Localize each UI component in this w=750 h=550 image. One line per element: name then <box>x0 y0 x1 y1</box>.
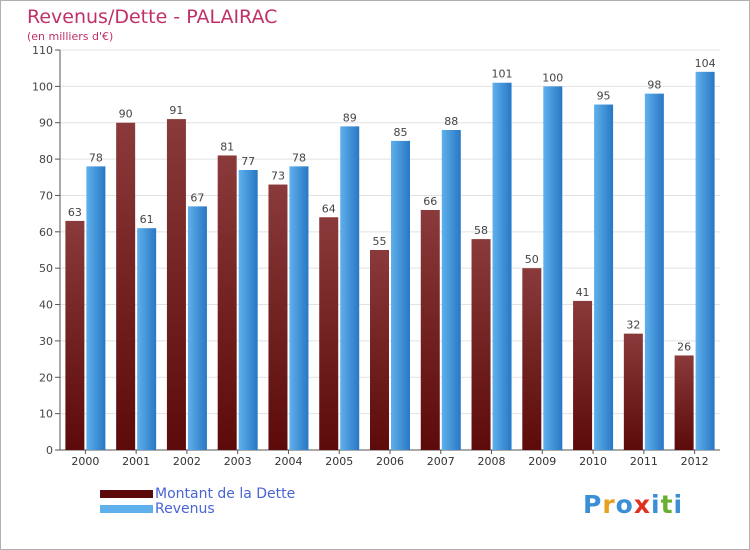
chart-title: Revenus/Dette - PALAIRAC <box>27 6 278 28</box>
data-label-revenue: 104 <box>695 57 716 70</box>
data-label-revenue: 78 <box>89 151 103 164</box>
bar-debt <box>166 119 186 450</box>
data-label-debt: 41 <box>576 286 590 299</box>
x-tick-label: 2000 <box>71 455 99 468</box>
bar-revenue <box>441 130 461 450</box>
data-label-debt: 66 <box>423 195 437 208</box>
x-tick-label: 2010 <box>579 455 607 468</box>
bar-revenue <box>137 228 157 450</box>
y-tick-label: 30 <box>39 335 53 348</box>
y-tick-label: 10 <box>39 408 53 421</box>
bar-revenue <box>289 166 309 450</box>
legend-label-debt: Montant de la Dette <box>155 486 296 502</box>
data-label-debt: 64 <box>322 202 336 215</box>
data-label-debt: 32 <box>626 319 640 332</box>
y-tick-label: 80 <box>39 153 53 166</box>
y-tick-label: 100 <box>32 80 53 93</box>
data-label-revenue: 85 <box>394 126 408 139</box>
bar-revenue <box>391 140 410 450</box>
logo-letter: x <box>633 490 651 519</box>
x-tick-label: 2004 <box>274 455 302 468</box>
y-tick-label: 70 <box>39 189 53 202</box>
data-label-revenue: 88 <box>444 115 458 128</box>
x-tick-label: 2008 <box>478 455 506 468</box>
legend-item-debt: Montant de la Dette <box>100 486 295 502</box>
data-label-debt: 58 <box>474 224 488 237</box>
bar-revenue <box>644 93 664 451</box>
y-tick-label: 60 <box>39 226 53 239</box>
bar-revenue <box>492 82 512 451</box>
data-label-debt: 81 <box>220 140 234 153</box>
y-tick-label: 90 <box>39 117 53 130</box>
data-label-debt: 91 <box>169 104 183 117</box>
bar-debt <box>319 217 339 450</box>
bar-revenue <box>340 126 360 450</box>
y-tick-label: 110 <box>32 44 53 57</box>
y-tick-label: 40 <box>39 299 53 312</box>
legend-label-revenue: Revenus <box>155 501 215 517</box>
legend-swatch-debt <box>100 490 153 498</box>
grid-lines <box>60 49 720 415</box>
bar-debt <box>573 300 593 450</box>
data-label-revenue: 77 <box>241 155 255 168</box>
data-label-revenue: 78 <box>292 151 306 164</box>
bar-debt <box>217 155 237 451</box>
proxiti-logo: Proxiti <box>583 490 683 519</box>
logo-letter: i <box>651 490 661 519</box>
bar-debt <box>370 250 389 450</box>
bars <box>65 71 715 451</box>
data-label-debt: 26 <box>677 340 691 353</box>
data-label-debt: 73 <box>271 170 285 183</box>
bar-debt <box>471 239 491 450</box>
bar-debt <box>420 210 440 450</box>
legend-item-revenue: Revenus <box>100 501 215 517</box>
bar-debt <box>674 355 694 450</box>
y-tick-label: 50 <box>39 262 53 275</box>
bar-revenue <box>543 86 563 450</box>
x-tick-label: 2006 <box>376 455 404 468</box>
y-tick-label: 20 <box>39 371 53 384</box>
data-label-debt: 50 <box>525 253 539 266</box>
x-tick-label: 2009 <box>528 455 556 468</box>
x-tick-label: 2011 <box>630 455 658 468</box>
logo-letter: r <box>602 490 616 519</box>
data-label-revenue: 95 <box>597 90 611 103</box>
x-tick-label: 2012 <box>681 455 709 468</box>
bar-revenue <box>86 166 106 450</box>
bar-revenue <box>594 104 614 450</box>
bar-debt <box>268 184 288 450</box>
data-label-debt: 90 <box>119 108 133 121</box>
legend-swatch-revenue <box>100 505 153 513</box>
data-label-revenue: 61 <box>140 213 154 226</box>
data-label-revenue: 98 <box>647 79 661 92</box>
logo-letter: t <box>660 490 674 519</box>
bar-revenue <box>695 71 715 451</box>
chart-subtitle: (en milliers d'€) <box>27 30 114 43</box>
bar-revenue <box>238 170 258 450</box>
data-label-debt: 63 <box>68 206 82 219</box>
data-labels: 63 78 90 61 91 67 81 77 73 78 64 89 55 85 66 88 58 101 50 1… <box>68 57 716 354</box>
data-label-revenue: 67 <box>190 191 204 204</box>
data-label-debt: 55 <box>373 235 387 248</box>
logo-letter: i <box>673 490 684 519</box>
logo-letter: P <box>583 490 603 519</box>
x-tick-label: 2001 <box>122 455 150 468</box>
data-label-revenue: 100 <box>542 71 563 84</box>
bar-debt <box>623 333 643 450</box>
x-tick-label: 2003 <box>224 455 252 468</box>
bar-revenue <box>187 206 207 450</box>
x-tick-label: 2005 <box>325 455 353 468</box>
bar-debt <box>65 220 85 450</box>
data-label-revenue: 101 <box>492 68 513 81</box>
bar-debt <box>116 122 136 451</box>
data-label-revenue: 89 <box>343 111 357 124</box>
x-tick-label: 2007 <box>427 455 455 468</box>
x-tick-label: 2002 <box>173 455 201 468</box>
y-tick-label: 0 <box>46 444 53 457</box>
bar-debt <box>522 268 542 450</box>
logo-letter: o <box>615 490 634 519</box>
